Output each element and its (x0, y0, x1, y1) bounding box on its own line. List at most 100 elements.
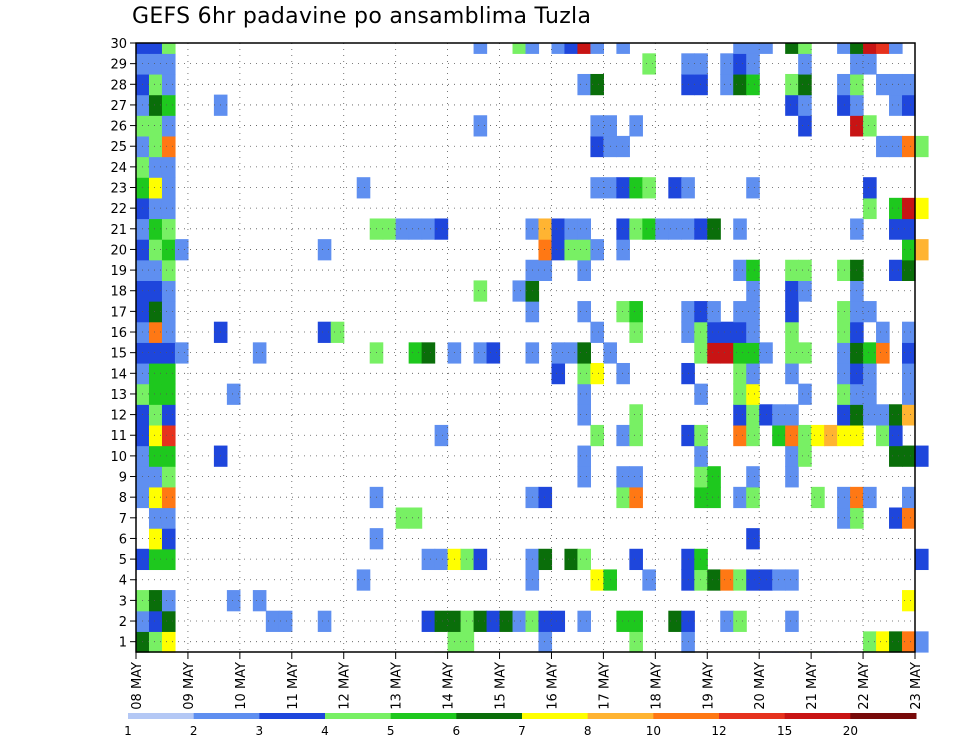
colorbar-swatch (850, 713, 917, 719)
cell-member-20-step-31 (538, 239, 553, 261)
cell-member-4-step-35 (590, 569, 604, 591)
cell-member-25-step-58 (889, 135, 903, 158)
y-tick-label: 18 (110, 285, 127, 300)
cell-member-28-step-35 (590, 73, 604, 96)
y-tick-label: 19 (110, 264, 127, 279)
cell-member-17-step-44 (707, 301, 721, 323)
cell-member-11-step-50 (785, 424, 799, 447)
cell-member-1-step-58 (889, 631, 903, 653)
cell-member-21-step-23 (434, 218, 449, 240)
cell-member-3-step-59 (902, 590, 916, 612)
cell-member-20-step-2 (161, 239, 176, 261)
cell-member-16-step-45 (720, 321, 734, 343)
cell-member-15-step-46 (733, 342, 747, 364)
y-tick-label: 17 (110, 305, 127, 320)
colorbar-swatch (784, 713, 851, 719)
cell-member-2-step-46 (733, 610, 747, 632)
cell-member-15-step-1 (148, 342, 163, 364)
cell-member-15-step-22 (421, 342, 436, 364)
cell-member-30-step-57 (876, 43, 890, 54)
y-tick-label: 22 (110, 202, 127, 217)
cell-member-20-step-3 (174, 239, 189, 261)
colorbar: 1 2 3 4 5 6 7 8 10 12 15 20 (124, 713, 917, 738)
cell-member-26-step-35 (590, 115, 604, 137)
cell-member-4-step-46 (733, 569, 747, 591)
cell-member-14-step-50 (785, 362, 799, 385)
cell-member-24-step-1 (148, 156, 163, 178)
cell-member-13-step-51 (798, 383, 812, 405)
cell-member-15-step-43 (694, 342, 708, 364)
cell-member-15-step-44 (707, 342, 721, 364)
cell-member-13-step-47 (746, 383, 760, 405)
cell-member-21-step-22 (421, 218, 436, 240)
cell-member-15-step-3 (174, 342, 189, 364)
y-tick-label: 7 (119, 512, 127, 527)
cell-member-25-step-37 (616, 135, 630, 158)
x-tick-label: 15 MAY (494, 662, 509, 710)
y-tick-label: 21 (110, 223, 127, 238)
cell-member-12-step-1 (148, 404, 163, 426)
cell-member-14-step-59 (902, 362, 916, 385)
colorbar-swatch (653, 713, 720, 719)
cell-member-28-step-45 (720, 73, 734, 96)
cell-member-9-step-34 (577, 466, 592, 488)
cell-member-29-step-47 (746, 53, 760, 75)
cell-member-19-step-51 (798, 259, 812, 281)
cell-member-2-step-25 (460, 610, 475, 632)
cell-member-30-step-55 (850, 43, 864, 54)
cell-member-4-step-47 (746, 569, 760, 591)
cell-member-8-step-31 (538, 486, 553, 509)
cell-member-23-step-38 (629, 177, 643, 199)
cell-member-18-step-2 (161, 280, 176, 302)
cell-member-19-step-59 (902, 259, 916, 281)
cell-member-19-step-1 (148, 259, 163, 281)
cell-member-5-step-43 (694, 548, 708, 571)
cell-member-9-step-38 (629, 466, 643, 488)
cell-member-9-step-2 (161, 466, 176, 488)
y-tick-label: 11 (110, 429, 127, 444)
cell-member-21-step-19 (382, 218, 397, 240)
colorbar-swatch (325, 713, 392, 719)
x-tick-label: 11 MAY (286, 662, 301, 710)
x-tick-label: 22 MAY (857, 662, 872, 710)
cell-member-16-step-43 (694, 321, 708, 343)
cell-member-2-step-29 (512, 610, 527, 632)
cell-member-5-step-26 (473, 548, 488, 571)
cell-member-2-step-45 (720, 610, 734, 632)
cell-member-15-step-56 (863, 342, 877, 364)
cell-member-30-step-33 (564, 43, 579, 54)
cell-member-12-step-50 (785, 404, 799, 426)
cell-member-16-step-1 (148, 321, 163, 343)
cell-member-17-step-56 (863, 301, 877, 323)
cell-member-14-step-47 (746, 362, 760, 385)
cell-member-30-step-56 (863, 43, 877, 54)
cell-member-15-step-33 (564, 342, 579, 364)
cell-member-15-step-34 (577, 342, 592, 364)
cell-member-21-step-21 (408, 218, 423, 240)
cell-member-29-step-1 (148, 53, 163, 75)
cell-member-13-step-46 (733, 383, 747, 405)
cell-member-14-step-37 (616, 362, 630, 385)
cell-member-13-step-56 (863, 383, 877, 405)
cell-member-7-step-1 (148, 507, 163, 529)
cell-member-29-step-56 (863, 53, 877, 75)
cell-member-3-step-1 (148, 590, 163, 612)
cell-member-30-step-37 (616, 43, 630, 54)
cell-member-27-step-59 (902, 94, 916, 116)
cell-member-19-step-54 (837, 259, 851, 281)
cell-member-3-step-7 (226, 590, 241, 612)
cell-member-13-step-59 (902, 383, 916, 405)
cell-member-12-step-59 (902, 404, 916, 426)
colorbar-swatch (456, 713, 523, 719)
cell-member-2-step-14 (317, 610, 332, 632)
cell-member-28-step-57 (876, 73, 890, 96)
x-tick-label: 08 MAY (130, 662, 145, 710)
cell-member-18-step-26 (473, 280, 488, 302)
cell-member-5-step-60 (915, 548, 929, 571)
cell-member-21-step-33 (564, 218, 579, 240)
colorbar-label: 4 (321, 724, 329, 738)
y-tick-label: 28 (110, 78, 127, 93)
cell-member-4-step-50 (785, 569, 799, 591)
cell-member-6-step-1 (148, 528, 163, 550)
cell-member-5-step-34 (577, 548, 592, 571)
